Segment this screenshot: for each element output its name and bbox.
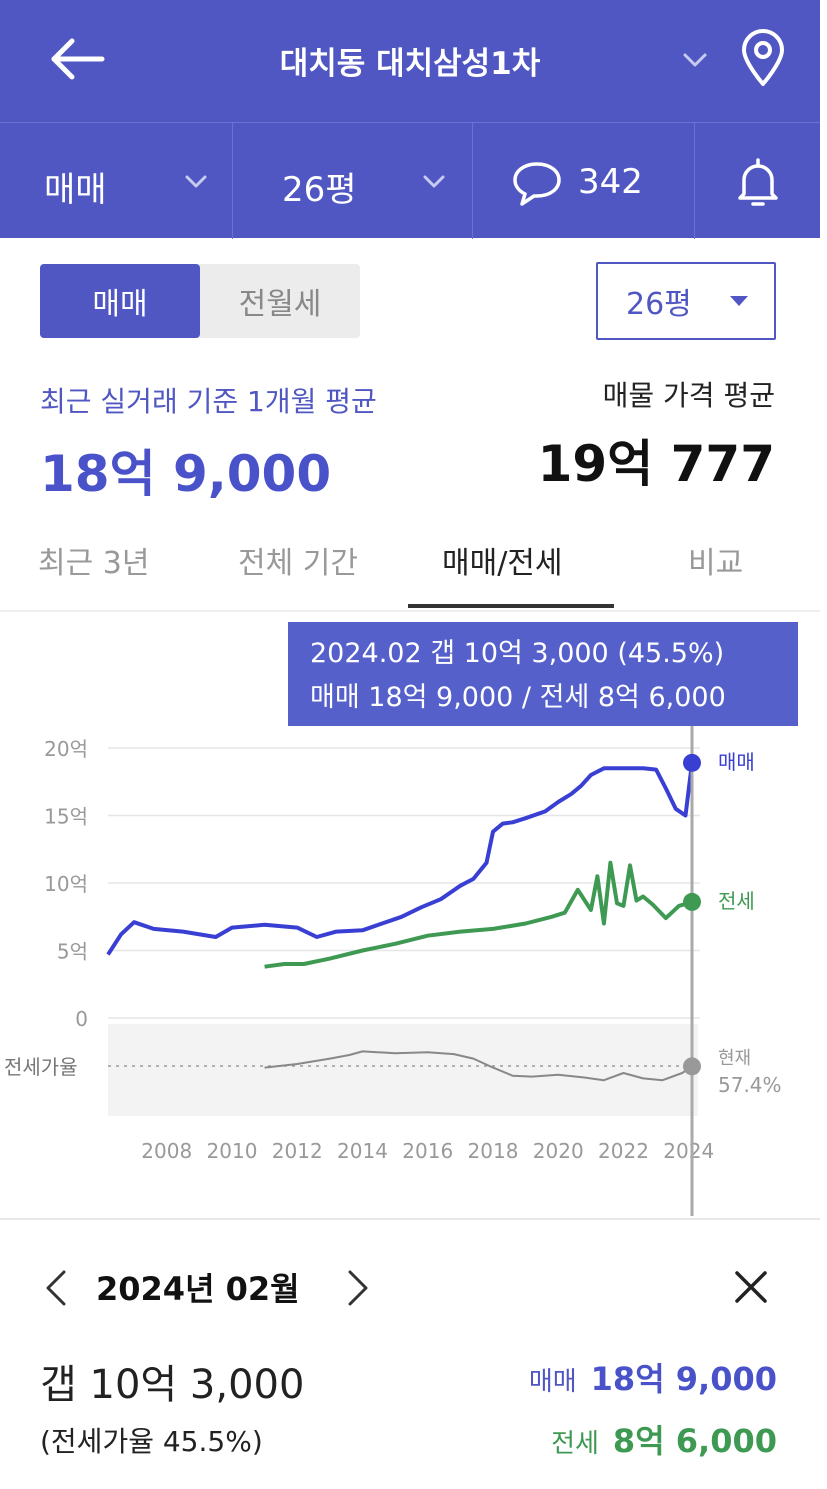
tooltip-line-2: 매매 18억 9,000 / 전세 8억 6,000 (310, 682, 726, 713)
y-tick-label: 15억 (44, 805, 88, 829)
chart-tooltip: 2024.02 갭 10억 3,000 (45.5%) 매매 18억 9,000… (288, 622, 798, 726)
ratio-end-marker (683, 1057, 701, 1076)
x-tick-label: 2022 (598, 1139, 649, 1163)
x-tick-label: 2024 (663, 1139, 714, 1163)
x-tick-label: 2020 (533, 1139, 584, 1163)
toggle-sale[interactable]: 매매 (40, 264, 200, 338)
x-tick-label: 2018 (468, 1139, 519, 1163)
ratio-end-label-top: 현재 (718, 1048, 751, 1069)
jeonse-detail-row: 전세 8억 6,000 (551, 1416, 777, 1462)
trade-type-select[interactable]: 매매 (44, 170, 107, 210)
y-tick-label: 5억 (57, 940, 88, 964)
comment-icon[interactable] (510, 158, 564, 208)
detail-month: 2024년 02월 (96, 1270, 300, 1308)
sale-label: 매매 (528, 1367, 577, 1397)
chevron-down-icon[interactable] (422, 174, 446, 190)
ratio-band (108, 1024, 698, 1116)
jeonse-series-label: 전세 (718, 889, 755, 913)
dropdown-triangle-icon (730, 296, 748, 306)
sale-end-marker (683, 753, 701, 772)
location-pin-icon[interactable] (738, 28, 788, 88)
jeonse-ratio: (전세가율 45.5%) (40, 1425, 263, 1458)
chart-divider (0, 1218, 820, 1220)
y-tick-label: 10억 (44, 872, 88, 896)
gap-amount: 갭 10억 3,000 (40, 1362, 305, 1408)
avg-price-label: 최근 실거래 기준 1개월 평균 (40, 385, 377, 418)
jeonse-label: 전세 (551, 1429, 599, 1459)
close-icon[interactable] (734, 1270, 768, 1304)
asking-price-label: 매물 가격 평균 (602, 379, 775, 412)
tab-recent-3y[interactable]: 최근 3년 (38, 546, 150, 581)
x-tick-label: 2012 (272, 1139, 323, 1163)
tooltip-line-1: 2024.02 갭 10억 3,000 (45.5%) (310, 638, 725, 669)
comment-count[interactable]: 342 (578, 162, 643, 202)
asking-price-value: 19억 777 (537, 435, 775, 493)
sale-series-label: 매매 (718, 750, 755, 774)
page-title[interactable]: 대치동 대치삼성1차 (279, 46, 541, 82)
ratio-axis-label: 전세가율 (4, 1055, 78, 1079)
x-tick-label: 2010 (207, 1139, 258, 1163)
series-line-0 (106, 762, 694, 956)
toggle-rent[interactable]: 전월세 (238, 287, 322, 322)
sale-value: 18억 9,000 (590, 1360, 777, 1398)
price-chart[interactable]: 20억 15억 10억 5억 0 전세가율 2008 2010 2012 2014 2016 2018… (0, 726, 820, 1220)
top-bar: 대치동 대치삼성1차 (0, 0, 820, 122)
bell-icon[interactable] (734, 156, 782, 208)
chevron-right-icon[interactable] (346, 1268, 370, 1308)
tab-sale-jeonse[interactable]: 매매/전세 (442, 546, 563, 581)
filter-bar (0, 122, 820, 239)
x-tick-label: 2008 (141, 1139, 192, 1163)
tab-all-period[interactable]: 전체 기간 (238, 546, 358, 581)
tab-compare[interactable]: 비교 (688, 546, 744, 581)
x-tick-label: 2014 (337, 1139, 388, 1163)
tab-divider (0, 610, 820, 612)
ratio-end-label-value: 57.4% (718, 1073, 782, 1097)
jeonse-end-marker (683, 892, 701, 911)
chevron-left-icon[interactable] (44, 1268, 68, 1308)
y-tick-label: 0 (75, 1007, 88, 1031)
series-line-2 (264, 1050, 693, 1082)
active-tab-indicator (408, 604, 614, 608)
chevron-down-icon[interactable] (184, 174, 208, 190)
size-select[interactable]: 26평 (282, 170, 357, 210)
series-line-1 (264, 860, 693, 969)
chevron-down-icon[interactable] (682, 52, 708, 70)
size-dropdown[interactable]: 26평 (596, 262, 776, 340)
back-arrow-icon[interactable] (48, 36, 106, 82)
size-dropdown-value: 26평 (626, 287, 692, 322)
sale-detail-row: 매매 18억 9,000 (529, 1354, 777, 1400)
x-tick-label: 2016 (402, 1139, 453, 1163)
avg-price-value: 18억 9,000 (40, 445, 332, 503)
jeonse-value: 8억 6,000 (612, 1422, 777, 1460)
trade-toggle: 매매 전월세 (40, 264, 360, 338)
y-tick-label: 20억 (44, 737, 88, 761)
